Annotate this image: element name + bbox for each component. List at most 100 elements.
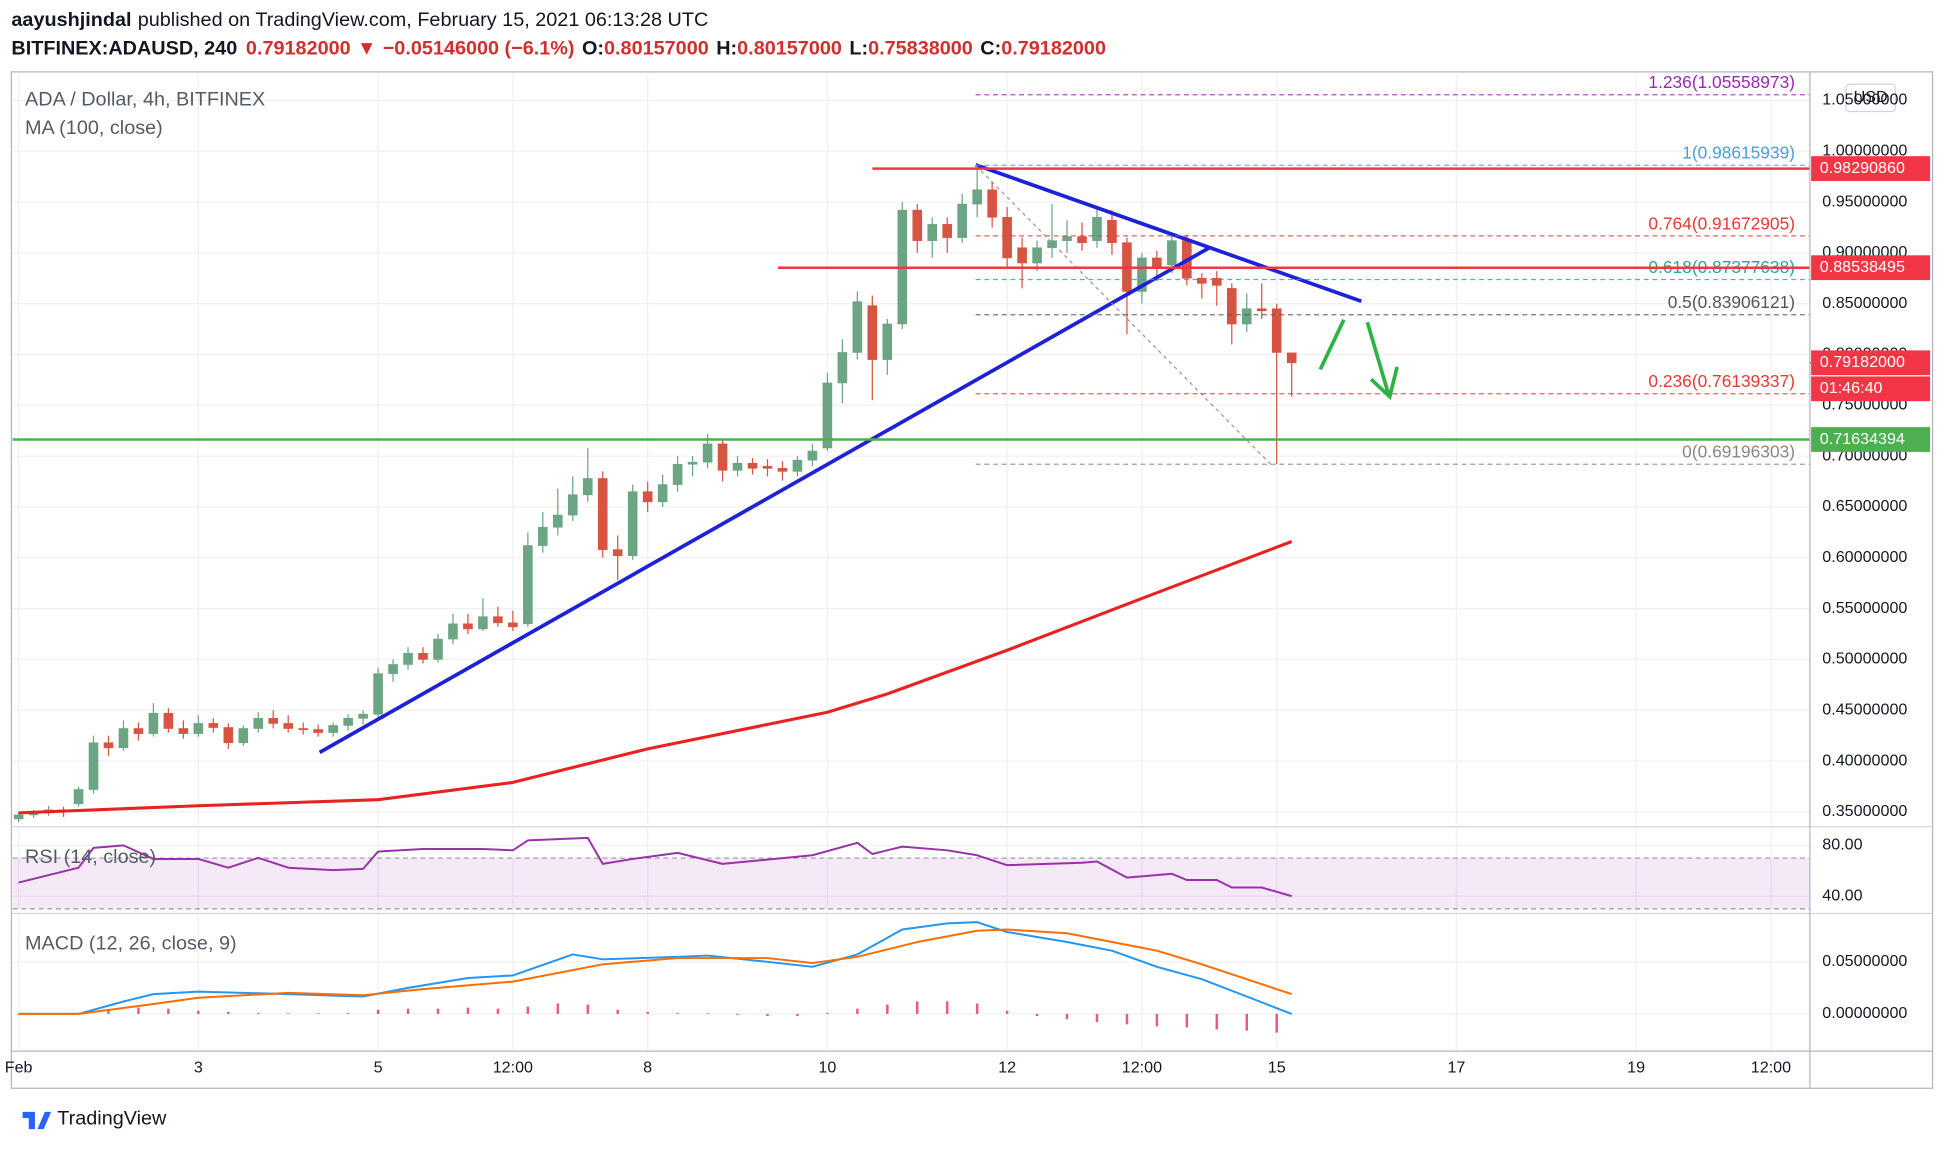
price-text: 0.88538495 (1820, 258, 1905, 276)
candle-body (1107, 220, 1117, 243)
logo-icon (22, 1111, 52, 1130)
candle-body (987, 189, 997, 218)
legend-entry: MA (100, close) (25, 117, 163, 139)
candle-body (238, 728, 249, 744)
candle-body (792, 459, 803, 472)
histogram-bar (1275, 1013, 1278, 1033)
x-tick-label: 12:00 (1122, 1059, 1162, 1077)
price-tag (1811, 427, 1931, 452)
candle-body (597, 478, 608, 550)
histogram-bar (766, 1013, 769, 1016)
fib-label: 0(0.69196303) (1682, 442, 1795, 462)
candle-body (1092, 216, 1102, 241)
candle-body (582, 478, 593, 496)
candle-body (1286, 352, 1297, 364)
candle-body (762, 465, 773, 469)
countdown-text: 01:46:40 (1820, 379, 1883, 397)
indicator-line (18, 836, 1292, 898)
histogram-bar (616, 1009, 619, 1014)
arrow-head (1369, 366, 1399, 401)
y-tick-label: 0.35000000 (1822, 802, 1907, 820)
x-tick-label: 19 (1627, 1059, 1645, 1077)
candle-body (493, 616, 503, 624)
footer-brand: TradingView (57, 1107, 167, 1129)
candle-body (1241, 308, 1252, 325)
last-price-text: 0.79182000 (1820, 353, 1905, 371)
x-tick-label: 3 (194, 1059, 203, 1077)
x-tick-label: 5 (374, 1059, 383, 1077)
x-tick-label: 8 (643, 1059, 652, 1077)
y-tick-label: 0.55000000 (1822, 599, 1907, 617)
candle-body (882, 323, 893, 360)
ohlc-key: L: (849, 38, 868, 60)
candle-body (777, 468, 788, 472)
candle-body (13, 814, 24, 820)
histogram-bar (796, 1013, 799, 1016)
x-tick-label: 10 (818, 1059, 836, 1077)
y-tick-label: 80.00 (1822, 836, 1862, 854)
candle-body (73, 789, 84, 805)
y-tick-label: 0.60000000 (1822, 548, 1907, 566)
y-tick-label: 1.05000000 (1822, 91, 1907, 109)
candle-body (268, 718, 279, 724)
y-tick-label: 0.00000000 (1822, 1004, 1907, 1022)
symbol-line: BITFINEX:ADAUSD, 240 0.79182000 ▼ −0.051460… (11, 38, 1106, 60)
histogram-bar (466, 1007, 470, 1014)
arrow-stroke (1318, 318, 1346, 371)
candle-body (118, 728, 129, 749)
histogram-bar (1095, 1013, 1099, 1023)
candle-body (1226, 288, 1237, 325)
candle-body (912, 209, 923, 241)
x-tick-label: Feb (5, 1059, 33, 1077)
arrow: ▼ (357, 38, 377, 60)
indicator-line (18, 921, 1293, 1015)
currency[interactable]: USD (1854, 88, 1888, 106)
histogram-bar (376, 1009, 380, 1014)
candle-body (283, 723, 294, 729)
fib-label: 0.5(0.83906121) (1668, 292, 1795, 312)
marks: 1.236(1.05558973) 1(0.98615939) 0.764(0.91… (12, 72, 1810, 1033)
candle-body (373, 673, 383, 715)
candle-body (403, 652, 413, 665)
histogram-bar (526, 1006, 530, 1014)
histogram-bar (586, 1004, 589, 1014)
currency-button[interactable] (1845, 83, 1897, 113)
candle-body (1062, 236, 1072, 241)
candle-body (313, 729, 323, 733)
candle-body (1047, 240, 1057, 249)
ma-line (18, 540, 1293, 815)
candle-body (657, 484, 668, 503)
candle-body (1211, 277, 1222, 286)
y-tick-label: 1.00000000 (1822, 141, 1907, 159)
candle-body (223, 727, 234, 744)
candle-body (1032, 247, 1042, 264)
frame (10, 71, 1934, 1089)
candle-body (927, 224, 938, 241)
histogram-bar (1155, 1013, 1159, 1027)
fib-label: 1(0.98615939) (1682, 143, 1795, 163)
price-text: 0.71634394 (1820, 430, 1905, 448)
histogram-bar (167, 1008, 170, 1014)
candle-body (478, 616, 488, 630)
candle-body (1002, 216, 1012, 259)
candle-body (358, 713, 368, 719)
published: published on TradingView.com, February 1… (138, 9, 709, 31)
histogram-bar (227, 1011, 230, 1014)
histogram-bar (975, 1003, 979, 1014)
fib-label: 0.764(0.91672905) (1648, 213, 1795, 233)
price-tag (1811, 156, 1931, 181)
candle-body (702, 443, 713, 463)
y-tick-label: 0.85000000 (1822, 294, 1907, 312)
candle-body (448, 623, 458, 640)
candle-body (178, 728, 189, 734)
candle-body (253, 718, 264, 729)
histogram-bar (856, 1008, 859, 1014)
candle-body (148, 712, 159, 734)
rsi-band (12, 858, 1810, 909)
candle-body (942, 224, 953, 238)
trendline (318, 246, 1211, 755)
candle-body (1167, 240, 1177, 266)
